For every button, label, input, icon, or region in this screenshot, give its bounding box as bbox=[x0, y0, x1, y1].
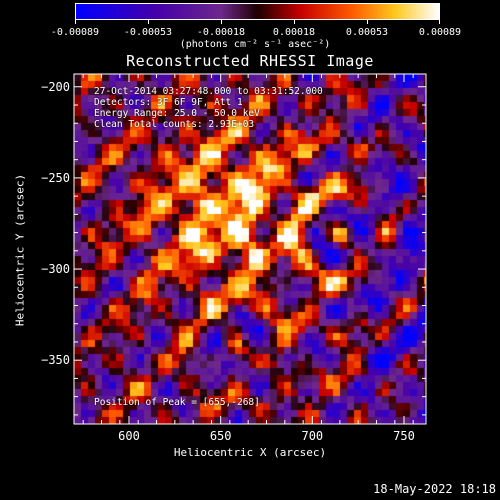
colorbar-tick-label: 0.00089 bbox=[418, 27, 462, 38]
peak-position: Position of Peak = [655,-268] bbox=[94, 397, 260, 408]
rhessi-image bbox=[74, 74, 426, 424]
colorbar-tick bbox=[221, 20, 222, 24]
y-tick-label: −300 bbox=[41, 262, 70, 276]
colorbar-tick bbox=[148, 20, 149, 24]
colorbar-tick bbox=[367, 20, 368, 24]
colorbar bbox=[75, 3, 440, 20]
colorbar-tick-label: -0.00018 bbox=[196, 27, 246, 38]
colorbar-tick bbox=[439, 20, 440, 24]
date-stamp: 18-May-2022 18:18 bbox=[373, 482, 496, 496]
plot-frame bbox=[73, 73, 427, 425]
x-axis-label: Heliocentric X (arcsec) bbox=[173, 446, 327, 459]
info-energy-range: Energy Range: 25.0 - 50.0 keV bbox=[94, 108, 260, 119]
y-tick-label: −250 bbox=[41, 171, 70, 185]
x-tick-label: 700 bbox=[301, 429, 323, 443]
colorbar-tick-label: -0.00089 bbox=[50, 27, 100, 38]
y-axis-label: Heliocentric Y (arcsec) bbox=[13, 173, 27, 327]
colorbar-tick-label: -0.00053 bbox=[123, 27, 173, 38]
info-counts: Clean Total counts: 2.93E+03 bbox=[94, 119, 255, 130]
colorbar-tick bbox=[294, 20, 295, 24]
observation-info: 27-Oct-2014 03:27:48.000 to 03:31:52.000… bbox=[94, 86, 323, 130]
colorbar-units: (photons cm⁻² s⁻¹ asec⁻²) bbox=[179, 39, 331, 50]
colorbar-tick-label: 0.00053 bbox=[345, 27, 389, 38]
x-tick-label: 750 bbox=[393, 429, 415, 443]
plot-title: Reconstructed RHESSI Image bbox=[126, 52, 374, 70]
x-tick-label: 600 bbox=[118, 429, 140, 443]
x-tick-label: 650 bbox=[210, 429, 232, 443]
y-tick-label: −350 bbox=[41, 353, 70, 367]
info-detectors: Detectors: 3F 6F 9F, Att 1 bbox=[94, 97, 243, 108]
colorbar-tick-label: 0.00018 bbox=[272, 27, 316, 38]
colorbar-tick bbox=[75, 20, 76, 24]
y-tick-label: −200 bbox=[41, 80, 70, 94]
info-time-range: 27-Oct-2014 03:27:48.000 to 03:31:52.000 bbox=[94, 86, 323, 97]
